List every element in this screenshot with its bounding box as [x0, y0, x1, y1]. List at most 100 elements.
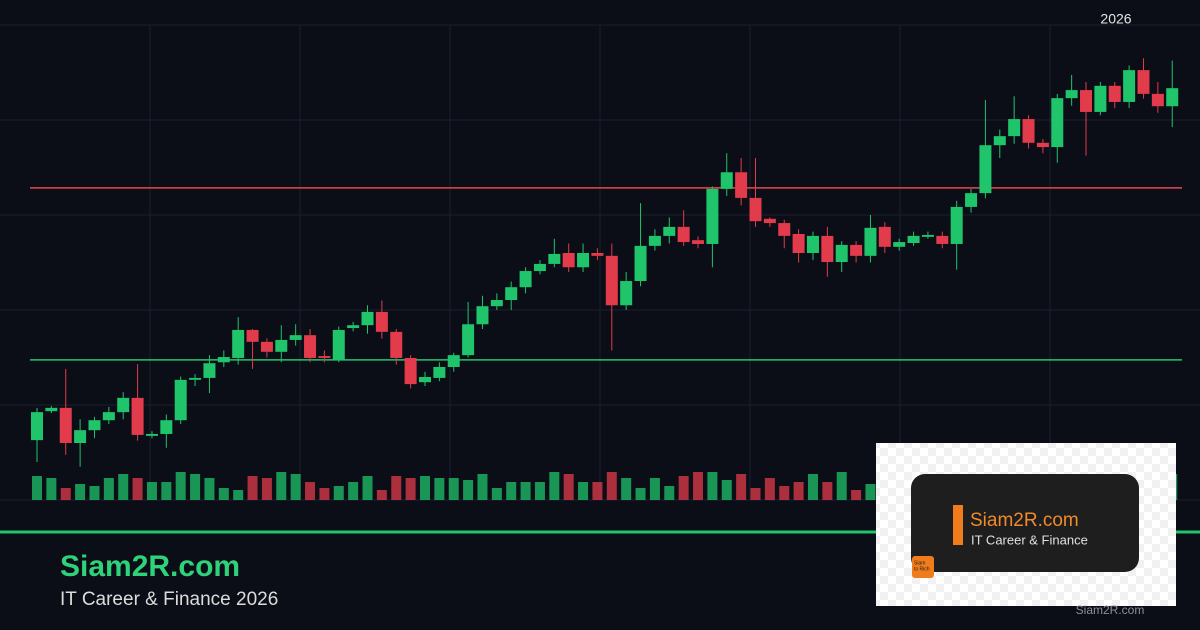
brand-subtitle: IT Career & Finance 2026	[60, 589, 278, 610]
volume-bar	[506, 482, 517, 500]
candle-body	[45, 407, 58, 412]
volume-bar	[822, 482, 833, 500]
candle-body	[462, 324, 475, 356]
volume-bar	[419, 476, 430, 500]
candle-body	[304, 335, 317, 358]
logo-text: to Rich	[914, 566, 930, 572]
candle-body	[189, 377, 202, 380]
volume-bar	[161, 482, 172, 500]
candle-body	[533, 263, 546, 272]
volume-bar	[132, 478, 143, 500]
vertical-grid	[149, 25, 1051, 500]
candle-body	[145, 433, 158, 436]
candle-body	[519, 271, 532, 288]
volume-bar	[635, 488, 646, 500]
candle-body	[692, 240, 705, 244]
candle-body	[1166, 88, 1179, 107]
candle-body	[577, 253, 590, 268]
candle-body	[1008, 119, 1021, 137]
volume-bar	[578, 482, 589, 500]
candle-body	[1108, 85, 1121, 102]
volume-bar	[46, 478, 57, 500]
candle-body	[1094, 85, 1107, 112]
logo	[912, 556, 934, 578]
year-label: 2026	[1100, 11, 1131, 27]
volume-bar	[549, 472, 560, 500]
volume-bar	[621, 478, 632, 500]
volume-bar	[693, 472, 704, 500]
volume-bar	[247, 476, 258, 500]
volume-bar	[333, 486, 344, 500]
candle-body	[735, 172, 748, 198]
candle-body	[1022, 119, 1035, 143]
candle-body	[361, 311, 374, 326]
candle-body	[677, 226, 690, 243]
volume-bar	[764, 478, 775, 500]
volume-bar	[305, 482, 316, 500]
candle-body	[117, 397, 130, 413]
candle-body	[418, 376, 431, 383]
candle-body	[332, 329, 345, 360]
candle-body	[390, 331, 403, 358]
volume-bar	[563, 474, 574, 500]
volume-bar	[405, 478, 416, 500]
card	[911, 474, 1139, 572]
volume-bar	[434, 478, 445, 500]
volume-bar	[261, 478, 272, 500]
candle-body	[1051, 98, 1064, 148]
candle-body	[203, 363, 216, 378]
candle-body	[979, 145, 992, 194]
candle-body	[174, 379, 187, 421]
candle-body	[720, 172, 733, 189]
candle-body	[59, 407, 72, 443]
candle-body	[993, 136, 1006, 146]
volume-bar	[707, 472, 718, 500]
candle-body	[375, 311, 388, 332]
candle-body	[749, 197, 762, 222]
candle-body	[821, 235, 834, 263]
candle-body	[131, 397, 144, 435]
candle-body	[490, 300, 503, 307]
card-overlay: Siam2R.com IT Career & Finance Siam to R…	[876, 443, 1176, 606]
candle-body	[476, 306, 489, 325]
candle-body	[347, 325, 360, 329]
candle-body	[102, 412, 115, 421]
volume-bar	[175, 472, 186, 500]
volume-bar	[376, 490, 387, 500]
volume-bar	[32, 476, 42, 500]
candle-body	[850, 244, 863, 256]
volume-bar	[649, 478, 660, 500]
volume-bar	[750, 488, 761, 500]
volume-bar	[463, 480, 474, 500]
volume-bar	[60, 488, 71, 500]
candle-body	[965, 193, 978, 207]
volume-bar	[606, 472, 617, 500]
volume-bar	[118, 474, 129, 500]
candle-body	[921, 234, 934, 237]
volume-bar	[836, 472, 847, 500]
candle-body	[663, 226, 676, 236]
volume-bar	[233, 490, 244, 500]
candle-body	[1065, 90, 1078, 99]
candle-body	[1137, 70, 1150, 94]
volume-bar	[736, 474, 747, 500]
volume-bar	[103, 478, 114, 500]
candle-body	[31, 412, 43, 441]
candle-body	[878, 226, 891, 247]
volume-bar	[865, 484, 876, 500]
candle-body	[505, 287, 518, 301]
volume-bar	[218, 488, 229, 500]
volume-bar	[807, 474, 818, 500]
logo-text: Siam	[914, 560, 925, 566]
candle-body	[620, 281, 633, 306]
footer: Siam2R.com	[1076, 603, 1145, 617]
candle-body	[835, 244, 848, 263]
candle-body	[447, 355, 460, 367]
candle-body	[260, 341, 273, 352]
volume-bar	[89, 486, 100, 500]
candle-body	[318, 356, 331, 358]
card-subtitle: IT Career & Finance	[971, 532, 1088, 547]
candle-body	[706, 188, 719, 244]
candle-body	[605, 255, 618, 306]
candle-body	[275, 339, 288, 352]
